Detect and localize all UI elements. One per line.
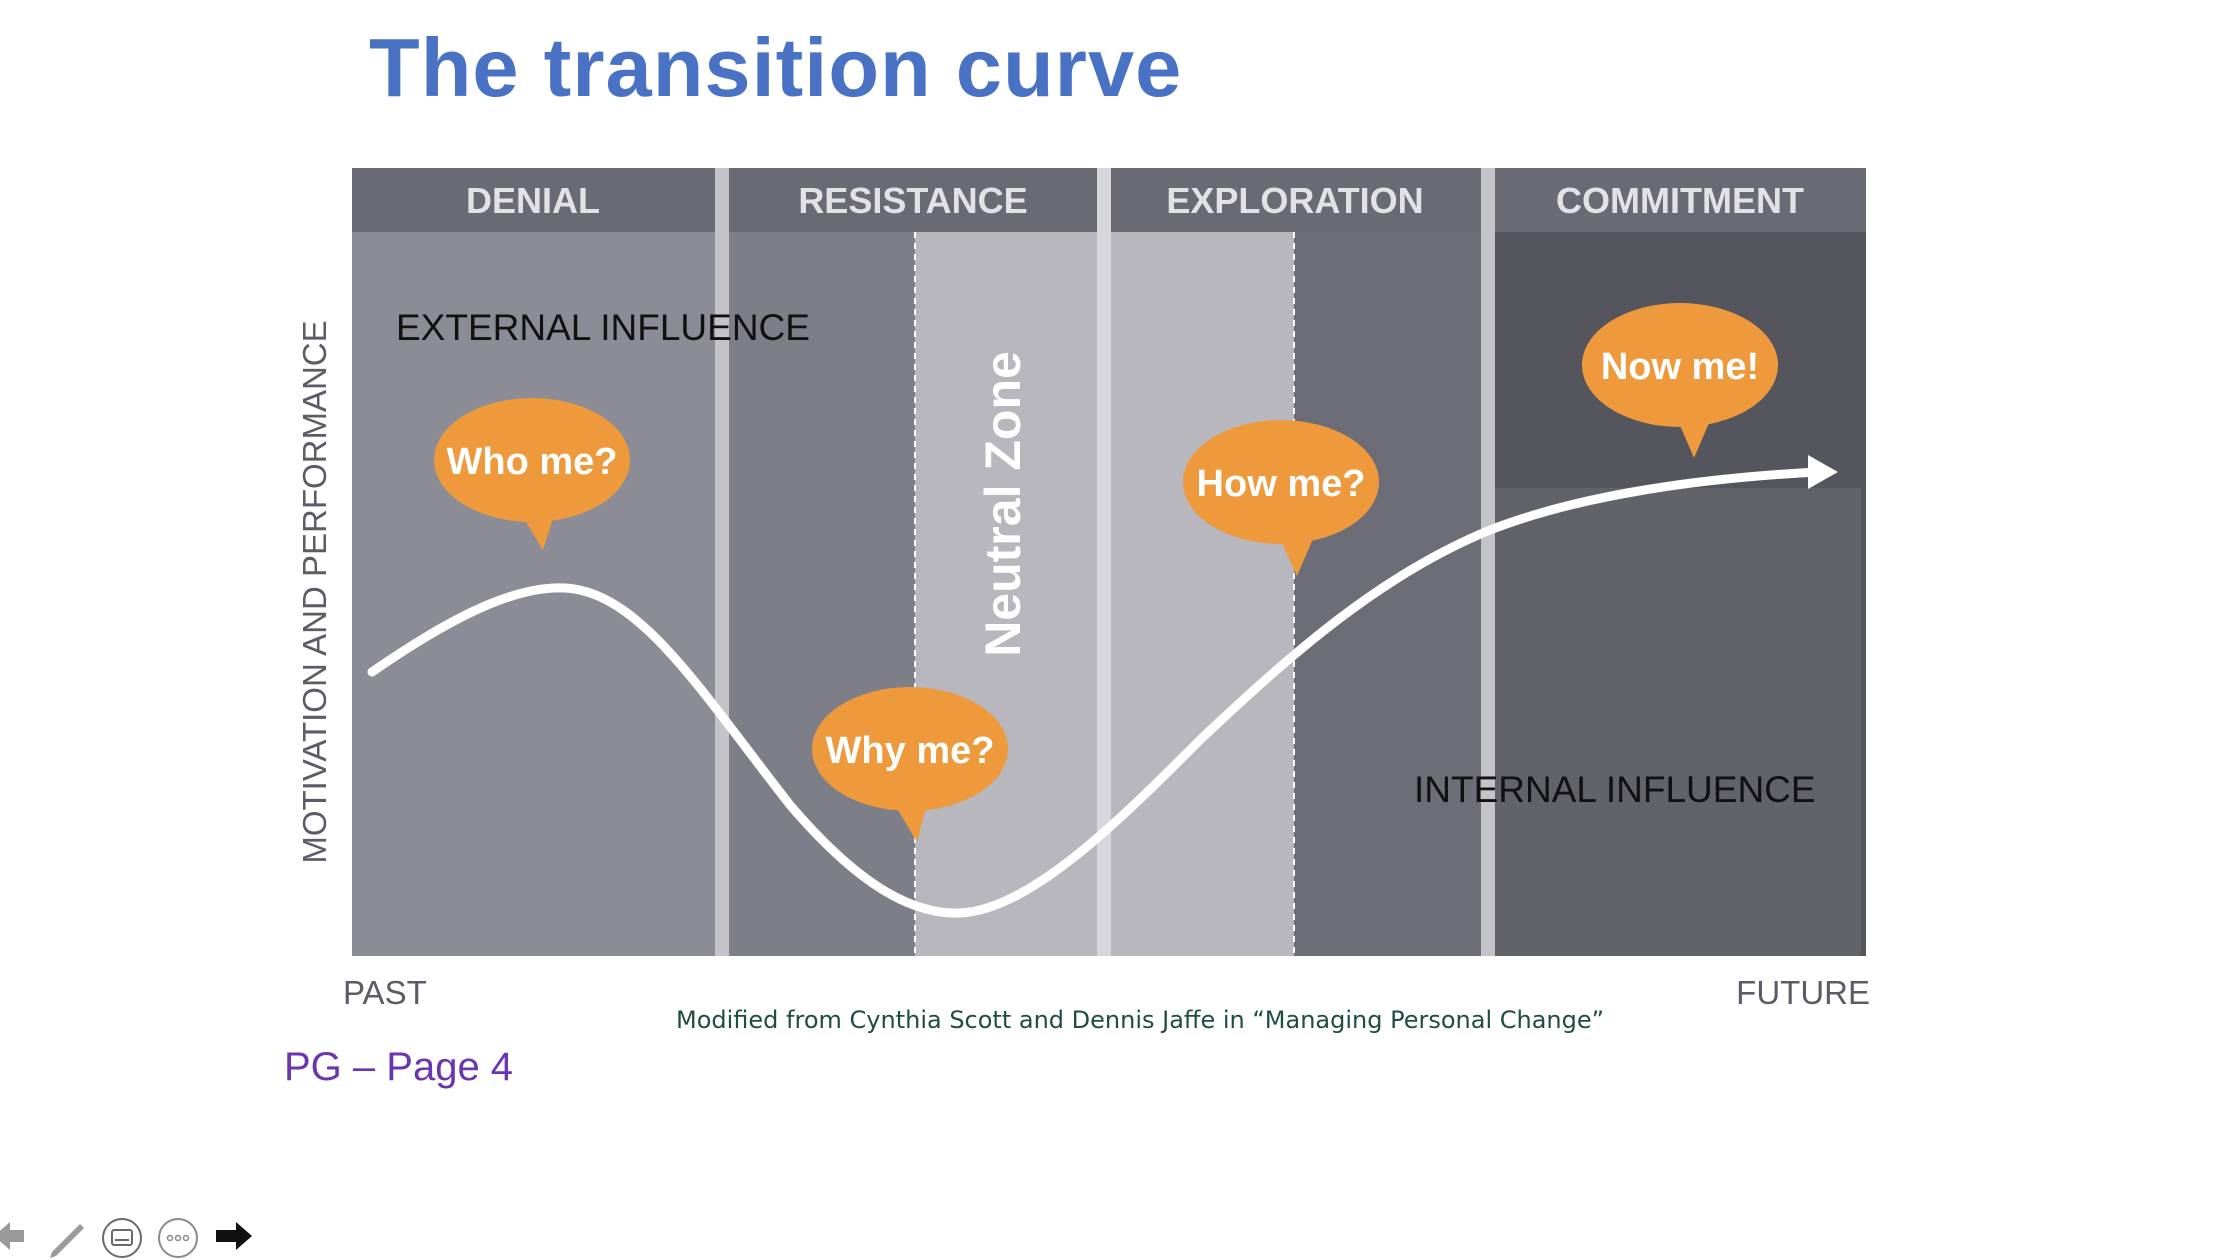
presentation-toolbar xyxy=(0,1214,300,1260)
bubble-how-me-text: How me? xyxy=(1197,463,1366,505)
phase-label-denial: DENIAL xyxy=(466,180,600,221)
bubble-why-me: Why me? xyxy=(812,687,1008,842)
bubble-now-me: Now me! xyxy=(1582,303,1778,458)
bubble-why-me-text: Why me? xyxy=(826,730,995,772)
y-axis-label: MOTIVATION AND PERFORMANCE xyxy=(296,320,333,863)
slide-title: The transition curve xyxy=(369,21,1183,114)
transition-curve-line xyxy=(367,467,1823,918)
commitment-lower-zone xyxy=(1495,488,1861,956)
more-options-icon[interactable] xyxy=(156,1214,200,1258)
bubble-who-me-text: Who me? xyxy=(447,441,618,483)
phase-header-resistance xyxy=(729,168,1097,232)
x-axis-past-label: PAST xyxy=(343,974,427,1011)
external-influence-label: EXTERNAL INFLUENCE xyxy=(396,307,810,348)
phase-header-denial xyxy=(352,168,715,232)
bubble-who-me: Who me? xyxy=(434,398,630,550)
phase-header-exploration xyxy=(1111,168,1481,232)
phase-label-exploration: EXPLORATION xyxy=(1166,180,1423,221)
neutral-zone-label: Neutral Zone xyxy=(975,351,1031,657)
internal-influence-label: INTERNAL INFLUENCE xyxy=(1414,769,1816,810)
source-caption: Modified from Cynthia Scott and Dennis J… xyxy=(676,1006,1605,1034)
forward-arrow-icon[interactable] xyxy=(212,1214,256,1258)
exploration-dark-zone xyxy=(1294,232,1481,956)
pen-icon[interactable] xyxy=(44,1214,88,1258)
x-axis-future-label: FUTURE xyxy=(1736,974,1870,1011)
curve-arrowhead xyxy=(1808,455,1838,489)
phase-header-commitment xyxy=(1495,168,1866,232)
separator-3 xyxy=(1481,168,1495,956)
page-reference: PG – Page 4 xyxy=(284,1045,514,1089)
bubble-how-me: How me? xyxy=(1183,420,1379,576)
phase-label-commitment: COMMITMENT xyxy=(1556,180,1804,221)
separator-1 xyxy=(715,168,729,956)
subtitles-icon[interactable] xyxy=(100,1214,144,1258)
back-arrow-icon[interactable] xyxy=(0,1214,34,1258)
bubble-now-me-text: Now me! xyxy=(1601,346,1759,388)
separator-2 xyxy=(1097,168,1111,956)
phase-label-resistance: RESISTANCE xyxy=(798,180,1027,221)
